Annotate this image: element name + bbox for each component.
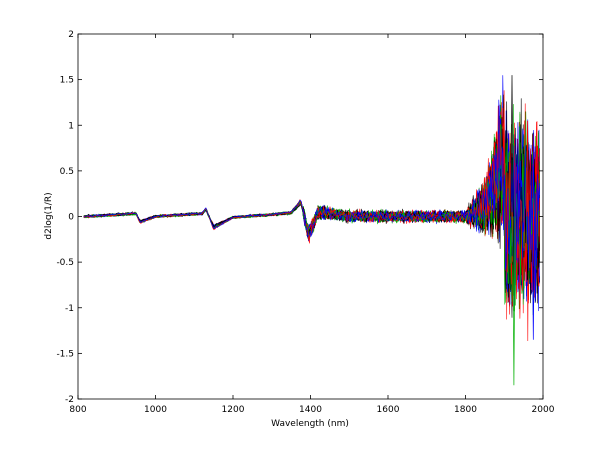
y-tick-label: -0.5: [56, 258, 74, 268]
x-tick-label: 1200: [222, 405, 245, 415]
x-tick-label: 800: [69, 405, 86, 415]
y-tick-label: 1: [68, 121, 74, 131]
x-tick-label: 2000: [532, 405, 555, 415]
y-tick-label: 0: [68, 213, 74, 223]
y-tick-label: 1.5: [60, 76, 74, 86]
x-tick-label: 1000: [144, 405, 167, 415]
y-axis-label: d2log(1/R): [44, 192, 54, 239]
y-tick-label: -1: [65, 304, 74, 314]
x-axis-label: Wavelength (nm): [271, 419, 349, 429]
y-tick-label: 0.5: [60, 167, 74, 177]
x-tick-label: 1400: [299, 405, 322, 415]
x-tick-label: 1800: [454, 405, 477, 415]
y-tick-label: -2: [65, 395, 74, 405]
x-tick-label: 1600: [377, 405, 400, 415]
y-tick-label: -1.5: [56, 349, 74, 359]
y-tick-label: 2: [68, 30, 74, 40]
